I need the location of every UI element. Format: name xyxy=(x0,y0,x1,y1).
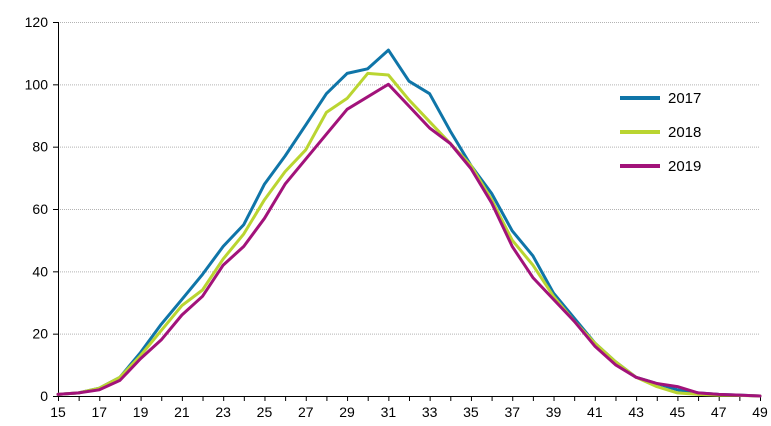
x-tick-label: 23 xyxy=(215,404,231,420)
y-tick-label: 20 xyxy=(32,326,48,342)
y-tick-label: 80 xyxy=(32,139,48,155)
x-tick-label: 27 xyxy=(298,404,314,420)
x-tick-label: 33 xyxy=(422,404,438,420)
x-tick-label: 29 xyxy=(339,404,355,420)
x-tick-label: 45 xyxy=(670,404,686,420)
x-tick-label: 25 xyxy=(257,404,273,420)
series-lines xyxy=(56,48,762,398)
x-tick-label: 47 xyxy=(711,404,727,420)
y-tick-label: 0 xyxy=(40,388,48,404)
legend-label: 2018 xyxy=(668,124,701,141)
series-line-2018 xyxy=(56,71,762,398)
x-tick-label: 39 xyxy=(546,404,562,420)
legend: 2017 2018 2019 xyxy=(620,90,701,175)
y-tick-label: 60 xyxy=(32,201,48,217)
x-tick-label: 35 xyxy=(463,404,479,420)
x-tick-label: 43 xyxy=(628,404,644,420)
x-tick-label: 37 xyxy=(504,404,520,420)
x-tick-label: 41 xyxy=(587,404,603,420)
series-line-2019 xyxy=(56,82,762,398)
legend-label: 2017 xyxy=(668,90,701,107)
legend-label: 2019 xyxy=(668,158,701,175)
x-tick-label: 19 xyxy=(133,404,149,420)
gridlines xyxy=(58,22,760,335)
x-tick-label: 49 xyxy=(752,404,768,420)
axes: 0 20 40 60 80 100 120 15 17 19 21 23 25 27 29 31 33 35 37 3… xyxy=(25,14,768,420)
y-tick-label: 40 xyxy=(32,263,48,279)
x-tick-label: 31 xyxy=(381,404,397,420)
x-tick-label: 21 xyxy=(174,404,190,420)
y-tick-label: 100 xyxy=(25,76,49,92)
y-tick-label: 120 xyxy=(25,14,49,30)
x-tick-label: 17 xyxy=(92,404,108,420)
x-tick-label: 15 xyxy=(50,404,66,420)
